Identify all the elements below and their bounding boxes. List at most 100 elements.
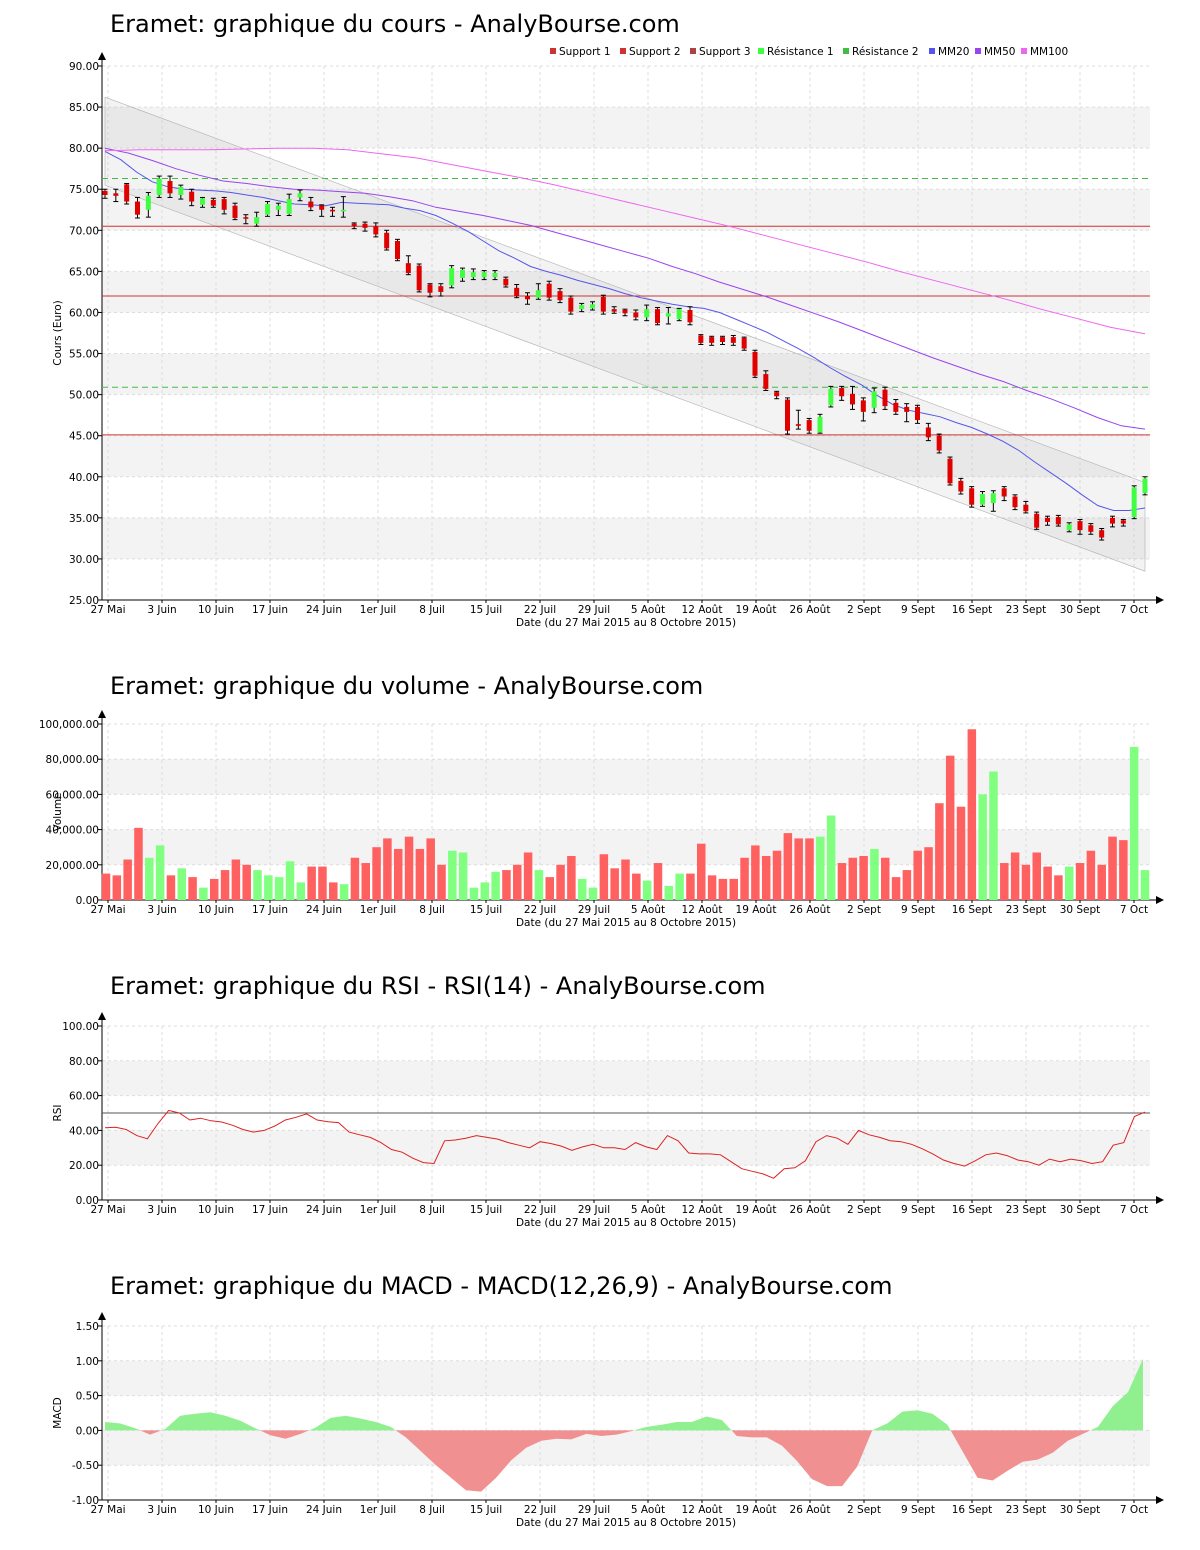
rsi-x-tick-label: 22 Juil — [524, 1204, 556, 1216]
volume-bar — [913, 850, 922, 900]
candle — [568, 297, 574, 312]
volume-bar — [848, 857, 858, 900]
volume-bar — [491, 871, 500, 900]
candle — [1077, 521, 1083, 531]
candle — [860, 400, 866, 412]
rsi-x-tick-label: 10 Juin — [198, 1204, 234, 1216]
candle — [200, 198, 205, 205]
volume-bar — [924, 847, 933, 900]
price-x-tick-label: 5 Août — [631, 604, 665, 616]
price-trend-channel — [104, 96, 1146, 572]
candle — [1131, 487, 1137, 518]
price-y-tick-label: 70.00 — [69, 225, 99, 237]
candle — [600, 296, 606, 312]
candle — [492, 273, 498, 278]
candle — [481, 272, 487, 278]
volume-bar — [415, 848, 425, 900]
volume-bar — [458, 852, 468, 900]
candle — [1034, 513, 1040, 528]
price-y-arrow — [98, 52, 106, 60]
volume-x-tick-label: 17 Juin — [252, 904, 288, 916]
volume-bar — [751, 845, 760, 900]
volume-bar — [826, 815, 836, 900]
candle — [828, 388, 834, 406]
candle — [221, 199, 227, 210]
rsi-x-axis-label: Date (du 27 Mai 2015 au 8 Octobre 2015) — [516, 1217, 736, 1229]
rsi-y-tick-label: 100.00 — [62, 1021, 99, 1033]
candle — [785, 399, 790, 431]
volume-bar — [339, 884, 349, 900]
legend-swatch — [690, 48, 696, 54]
macd-y-tick-label: 1.50 — [76, 1321, 99, 1333]
candle — [470, 272, 476, 278]
volume-bar — [426, 838, 435, 900]
volume-bar — [1000, 863, 1009, 900]
rsi-x-tick-label: 8 Juil — [419, 1204, 445, 1216]
volume-bar — [761, 856, 771, 900]
candle — [1012, 496, 1018, 508]
macd-y-tick-label: 0.50 — [76, 1391, 99, 1403]
macd-x-tick-label: 8 Juil — [419, 1504, 445, 1516]
candle — [698, 335, 704, 343]
legend-label: Support 2 — [629, 46, 681, 58]
price-x-axis-label: Date (du 27 Mai 2015 au 8 Octobre 2015) — [516, 617, 736, 629]
price-y-tick-label: 30.00 — [69, 554, 99, 566]
candle — [113, 193, 119, 196]
price-y-tick-label: 80.00 — [69, 143, 99, 155]
volume-bar — [978, 794, 987, 900]
price-x-tick-label: 30 Sept — [1060, 604, 1101, 616]
macd-x-tick-label: 19 Août — [736, 1504, 777, 1516]
volume-bar — [653, 863, 663, 900]
volume-x-tick-label: 19 Août — [736, 904, 777, 916]
candle — [395, 240, 400, 260]
volume-bar — [545, 877, 554, 900]
candle — [655, 309, 660, 324]
rsi-x-tick-label: 29 Juil — [578, 1204, 610, 1216]
candle — [622, 309, 628, 314]
volume-panel: Eramet: graphique du volume - AnalyBours… — [39, 672, 1164, 929]
candle — [1055, 517, 1061, 525]
volume-bar — [188, 877, 197, 900]
volume-bar — [253, 870, 262, 900]
candle — [590, 304, 595, 309]
price-band — [102, 435, 1150, 477]
candle — [254, 217, 260, 224]
legend-swatch — [975, 48, 981, 54]
macd-x-arrow — [1156, 1496, 1164, 1504]
macd-x-tick-label: 16 Sept — [952, 1504, 993, 1516]
price-panel: Eramet: graphique du cours - AnalyBourse… — [0, 0, 1200, 640]
macd-x-tick-label: 26 Août — [790, 1504, 831, 1516]
volume-bar — [621, 859, 630, 900]
price-x-tick-label: 7 Oct — [1120, 604, 1148, 616]
volume-bar — [664, 885, 674, 900]
macd-x-tick-label: 12 Août — [682, 1504, 723, 1516]
volume-bar — [437, 864, 446, 900]
volume-bar — [177, 868, 187, 900]
candle — [135, 201, 140, 215]
macd-x-tick-label: 7 Oct — [1120, 1504, 1148, 1516]
candle — [308, 201, 314, 208]
macd-x-tick-label: 15 Juil — [470, 1504, 502, 1516]
price-y-tick-label: 65.00 — [69, 266, 99, 278]
volume-bar — [383, 838, 392, 900]
volume-x-tick-label: 8 Juil — [419, 904, 445, 916]
rsi-band — [102, 1130, 1150, 1166]
price-x-tick-label: 17 Juin — [252, 604, 288, 616]
volume-x-tick-label: 7 Oct — [1120, 904, 1148, 916]
volume-bar — [729, 878, 738, 900]
rsi-x-tick-label: 3 Juin — [147, 1204, 176, 1216]
volume-bar — [772, 850, 782, 900]
price-band — [102, 107, 1150, 149]
rsi-x-tick-label: 30 Sept — [1060, 1204, 1101, 1216]
rsi-y-tick-label: 40.00 — [69, 1125, 99, 1137]
rsi-x-tick-label: 7 Oct — [1120, 1204, 1148, 1216]
macd-x-tick-label: 10 Juin — [198, 1504, 234, 1516]
macd-x-tick-label: 22 Juil — [524, 1504, 556, 1516]
price-x-tick-label: 3 Juin — [147, 604, 176, 616]
price-x-tick-label: 9 Sept — [901, 604, 935, 616]
volume-bar — [956, 806, 966, 900]
rsi-y-tick-label: 0.00 — [76, 1195, 99, 1207]
candle — [676, 309, 682, 320]
macd-x-tick-label: 29 Juil — [578, 1504, 610, 1516]
